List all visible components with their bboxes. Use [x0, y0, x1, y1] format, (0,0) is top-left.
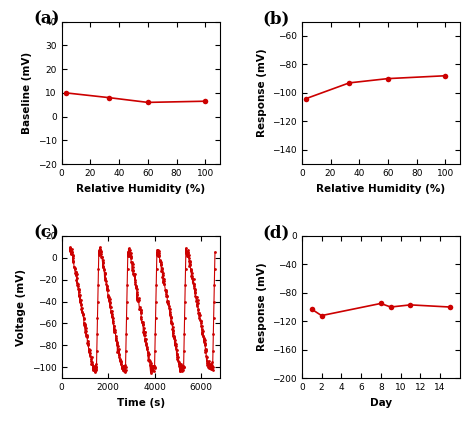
- X-axis label: Time (s): Time (s): [117, 398, 164, 408]
- Text: (c): (c): [33, 224, 59, 241]
- Y-axis label: Voltage (mV): Voltage (mV): [17, 268, 27, 346]
- Y-axis label: Response (mV): Response (mV): [256, 49, 266, 137]
- Text: (b): (b): [262, 10, 290, 27]
- Text: (d): (d): [262, 224, 290, 241]
- X-axis label: Relative Humidity (%): Relative Humidity (%): [316, 184, 446, 194]
- Y-axis label: Baseline (mV): Baseline (mV): [22, 52, 32, 134]
- Text: (a): (a): [33, 10, 60, 27]
- X-axis label: Relative Humidity (%): Relative Humidity (%): [76, 184, 205, 194]
- X-axis label: Day: Day: [370, 398, 392, 408]
- Y-axis label: Response (mV): Response (mV): [256, 263, 266, 351]
